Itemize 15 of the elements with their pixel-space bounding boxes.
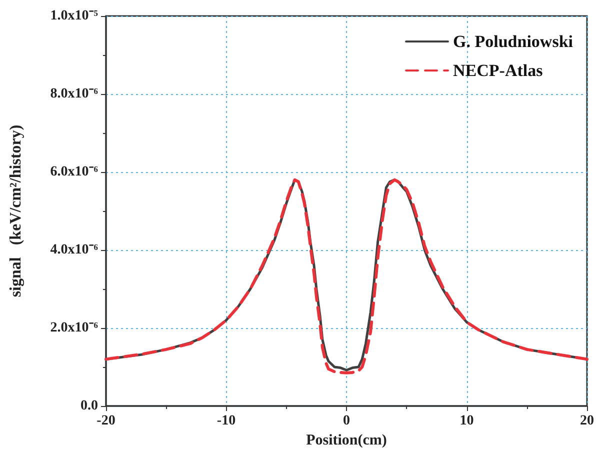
x-tick-label: -10 [216,414,236,428]
legend-label: G. Poludniowski [453,32,574,51]
x-axis-title: Position(cm) [306,432,387,448]
x-tick-label: 20 [580,414,594,428]
legend-label: NECP-Atlas [453,61,544,80]
y-tick-label: 8.0x10⁻⁶ [50,86,98,102]
x-tick-label: -20 [96,414,116,428]
y-tick-label: 4.0x10⁻⁶ [50,242,98,258]
y-axis-title: signal (keV/cm²/history) [8,124,24,298]
y-tick-label: 1.0x10⁻⁵ [50,8,98,24]
y-tick-label: 6.0x10⁻⁶ [50,164,98,180]
x-tick-label: 0 [343,414,350,428]
x-tick-label: 10 [460,414,474,428]
y-tick-label: 0.0 [80,398,98,414]
y-tick-label: 2.0x10⁻⁶ [50,320,98,336]
